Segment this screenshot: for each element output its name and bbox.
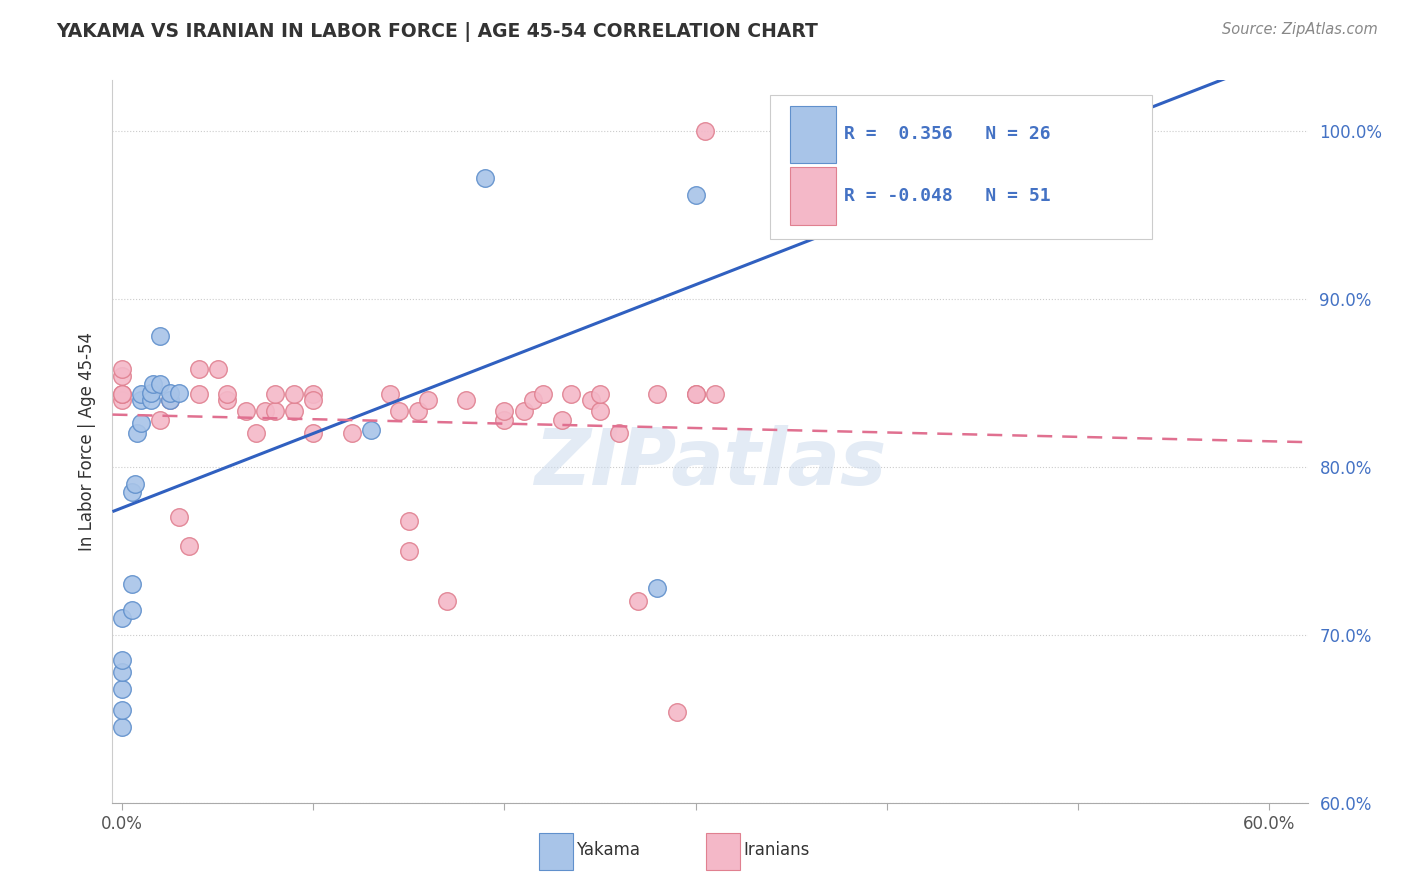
- Point: [302, 387, 325, 401]
- Point: [494, 413, 516, 427]
- Point: [264, 404, 287, 418]
- Point: [139, 392, 162, 407]
- Point: [217, 387, 239, 401]
- Text: YAKAMA VS IRANIAN IN LABOR FORCE | AGE 45-54 CORRELATION CHART: YAKAMA VS IRANIAN IN LABOR FORCE | AGE 4…: [56, 22, 818, 42]
- Point: [169, 385, 191, 400]
- Point: [607, 426, 630, 441]
- Point: [159, 392, 181, 407]
- Text: R =  0.356   N = 26: R = 0.356 N = 26: [844, 126, 1050, 144]
- Point: [111, 653, 134, 667]
- Point: [177, 539, 200, 553]
- Point: [245, 426, 267, 441]
- Point: [378, 387, 401, 401]
- Point: [187, 387, 209, 401]
- Point: [111, 387, 134, 401]
- Point: [127, 426, 149, 441]
- Point: [416, 392, 439, 407]
- Point: [685, 187, 707, 202]
- Point: [121, 577, 143, 591]
- Point: [111, 362, 134, 376]
- Text: R = -0.048   N = 51: R = -0.048 N = 51: [844, 187, 1050, 205]
- Point: [456, 392, 478, 407]
- Point: [685, 387, 707, 401]
- Point: [647, 387, 669, 401]
- Point: [474, 170, 496, 185]
- Point: [579, 392, 602, 407]
- Point: [302, 392, 325, 407]
- Point: [703, 387, 725, 401]
- Point: [111, 369, 134, 384]
- Point: [207, 362, 229, 376]
- Point: [111, 387, 134, 401]
- Point: [217, 392, 239, 407]
- Point: [589, 404, 612, 418]
- Point: [187, 362, 209, 376]
- Point: [340, 426, 363, 441]
- Point: [551, 413, 574, 427]
- Point: [398, 514, 420, 528]
- Point: [139, 385, 162, 400]
- Text: Iranians: Iranians: [744, 841, 810, 859]
- Point: [121, 602, 143, 616]
- Point: [235, 404, 257, 418]
- Point: [283, 404, 305, 418]
- FancyBboxPatch shape: [790, 105, 835, 163]
- Point: [111, 611, 134, 625]
- Y-axis label: In Labor Force | Age 45-54: In Labor Force | Age 45-54: [77, 332, 96, 551]
- Point: [647, 581, 669, 595]
- Point: [360, 423, 382, 437]
- Point: [254, 404, 277, 418]
- Point: [149, 413, 172, 427]
- Text: ZIPatlas: ZIPatlas: [534, 425, 886, 501]
- Point: [398, 543, 420, 558]
- FancyBboxPatch shape: [538, 833, 572, 870]
- Point: [159, 392, 181, 407]
- Point: [142, 377, 165, 392]
- Text: Yakama: Yakama: [576, 841, 640, 859]
- Point: [159, 385, 181, 400]
- Point: [695, 124, 717, 138]
- Point: [589, 387, 612, 401]
- Point: [111, 703, 134, 717]
- FancyBboxPatch shape: [770, 95, 1153, 239]
- FancyBboxPatch shape: [790, 167, 835, 225]
- Point: [665, 705, 688, 719]
- Point: [111, 392, 134, 407]
- Point: [169, 510, 191, 524]
- Point: [522, 392, 544, 407]
- Point: [111, 681, 134, 696]
- Point: [121, 485, 143, 500]
- Point: [388, 404, 411, 418]
- Point: [512, 404, 534, 418]
- Point: [560, 387, 582, 401]
- Point: [531, 387, 554, 401]
- Point: [129, 392, 152, 407]
- Point: [685, 387, 707, 401]
- Point: [436, 594, 458, 608]
- Point: [111, 720, 134, 734]
- Point: [283, 387, 305, 401]
- Point: [129, 416, 152, 430]
- Point: [124, 476, 146, 491]
- Point: [149, 377, 172, 392]
- Point: [264, 387, 287, 401]
- Point: [302, 426, 325, 441]
- Point: [494, 404, 516, 418]
- Point: [111, 665, 134, 679]
- Point: [408, 404, 430, 418]
- FancyBboxPatch shape: [706, 833, 740, 870]
- Point: [149, 328, 172, 343]
- Point: [129, 387, 152, 401]
- Point: [627, 594, 650, 608]
- Text: Source: ZipAtlas.com: Source: ZipAtlas.com: [1222, 22, 1378, 37]
